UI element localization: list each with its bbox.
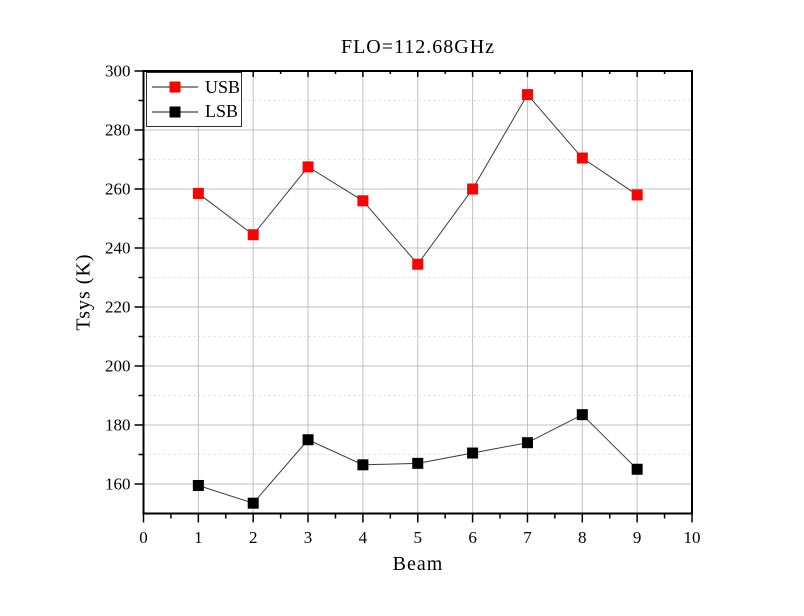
x-tick-label: 3	[303, 527, 313, 547]
legend-label-usb: USB	[205, 76, 241, 97]
y-axis-label: Tsys (K)	[72, 253, 95, 331]
lsb-data-marker	[302, 434, 314, 446]
legend-item-lsb: LSB	[152, 100, 241, 124]
usb-data-marker	[302, 161, 314, 173]
x-tick-label: 10	[683, 527, 701, 547]
x-tick-label: 1	[194, 527, 203, 547]
usb-data-marker	[357, 195, 369, 207]
usb-data-marker	[412, 258, 424, 270]
usb-data-marker	[521, 89, 533, 101]
y-tick-label: 220	[105, 297, 131, 317]
x-tick-label: 2	[248, 527, 258, 547]
x-axis-label: Beam	[392, 553, 444, 575]
lsb-data-marker	[192, 479, 204, 491]
y-tick-label: 240	[105, 238, 131, 258]
y-tick-label: 300	[105, 61, 131, 81]
legend-line-usb	[152, 81, 198, 93]
lsb-square-marker-icon	[169, 106, 181, 118]
x-tick-label: 5	[413, 527, 423, 547]
y-tick-label: 260	[105, 179, 131, 199]
legend: USB LSB	[146, 72, 242, 127]
usb-square-marker-icon	[169, 81, 181, 93]
usb-data-marker	[631, 189, 643, 201]
usb-data-marker	[192, 187, 204, 199]
y-tick-label: 160	[105, 474, 131, 494]
usb-data-marker	[247, 229, 259, 241]
lsb-data-marker	[467, 447, 479, 459]
x-tick-label: 0	[139, 527, 148, 547]
chart-title: FLO=112.68GHz	[340, 36, 496, 58]
x-tick-label: 8	[578, 527, 587, 547]
lsb-data-marker	[412, 457, 424, 469]
x-tick-label: 7	[523, 527, 532, 547]
y-tick-label: 180	[105, 415, 131, 435]
y-tick-label: 280	[105, 120, 131, 140]
x-tick-label: 9	[632, 527, 642, 547]
lsb-data-marker	[576, 409, 588, 421]
y-tick-label: 200	[105, 356, 131, 376]
x-tick-label: 6	[468, 527, 477, 547]
lsb-data-marker	[357, 459, 369, 471]
usb-data-marker	[467, 183, 479, 195]
legend-item-usb: USB	[152, 75, 241, 99]
lsb-data-marker	[631, 463, 643, 475]
usb-data-marker	[576, 152, 588, 164]
x-tick-label: 4	[358, 527, 368, 547]
lsb-data-marker	[247, 497, 259, 509]
legend-line-lsb	[152, 106, 198, 118]
legend-label-lsb: LSB	[205, 101, 239, 122]
lsb-data-marker	[521, 437, 533, 449]
